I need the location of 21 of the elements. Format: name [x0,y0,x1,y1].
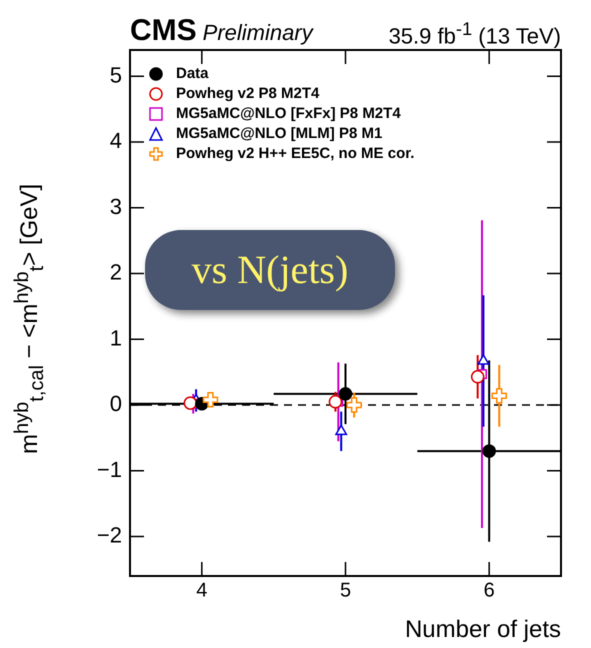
x-tick-label: 4 [196,580,208,602]
x-axis-title: Number of jets [404,616,561,644]
y-tick-label: −1 [96,456,122,482]
y-tick-label: 4 [110,128,122,154]
text: 35.9 fb$^{-1}$ (13 TeV) [388,18,561,50]
legend-label: Powheg v2 H++ EE5C, no ME cor. [176,144,414,164]
legend-label: MG5aMC@NLO [MLM] P8 M1 [176,124,382,144]
x-tick-label: 5 [340,580,352,602]
annotation: vs N(jets) [145,230,395,310]
y-tick-label: −2 [96,522,122,548]
x-tick-label: 6 [484,580,495,602]
y-tick-label: 0 [110,391,122,416]
y-tick-label: 5 [110,62,122,88]
chart-subtitle: Preliminary [202,20,313,45]
y-tick-label: 2 [110,260,122,285]
legend-label: MG5aMC@NLO [FxFx] P8 M2T4 [176,104,401,124]
y-tick-label: 1 [110,325,122,350]
y-tick-label: 3 [110,194,122,219]
legend-label: Data [176,64,209,84]
legend-label: Powheg v2 P8 M2T4 [176,84,320,104]
chart-title: CMS [130,14,197,47]
